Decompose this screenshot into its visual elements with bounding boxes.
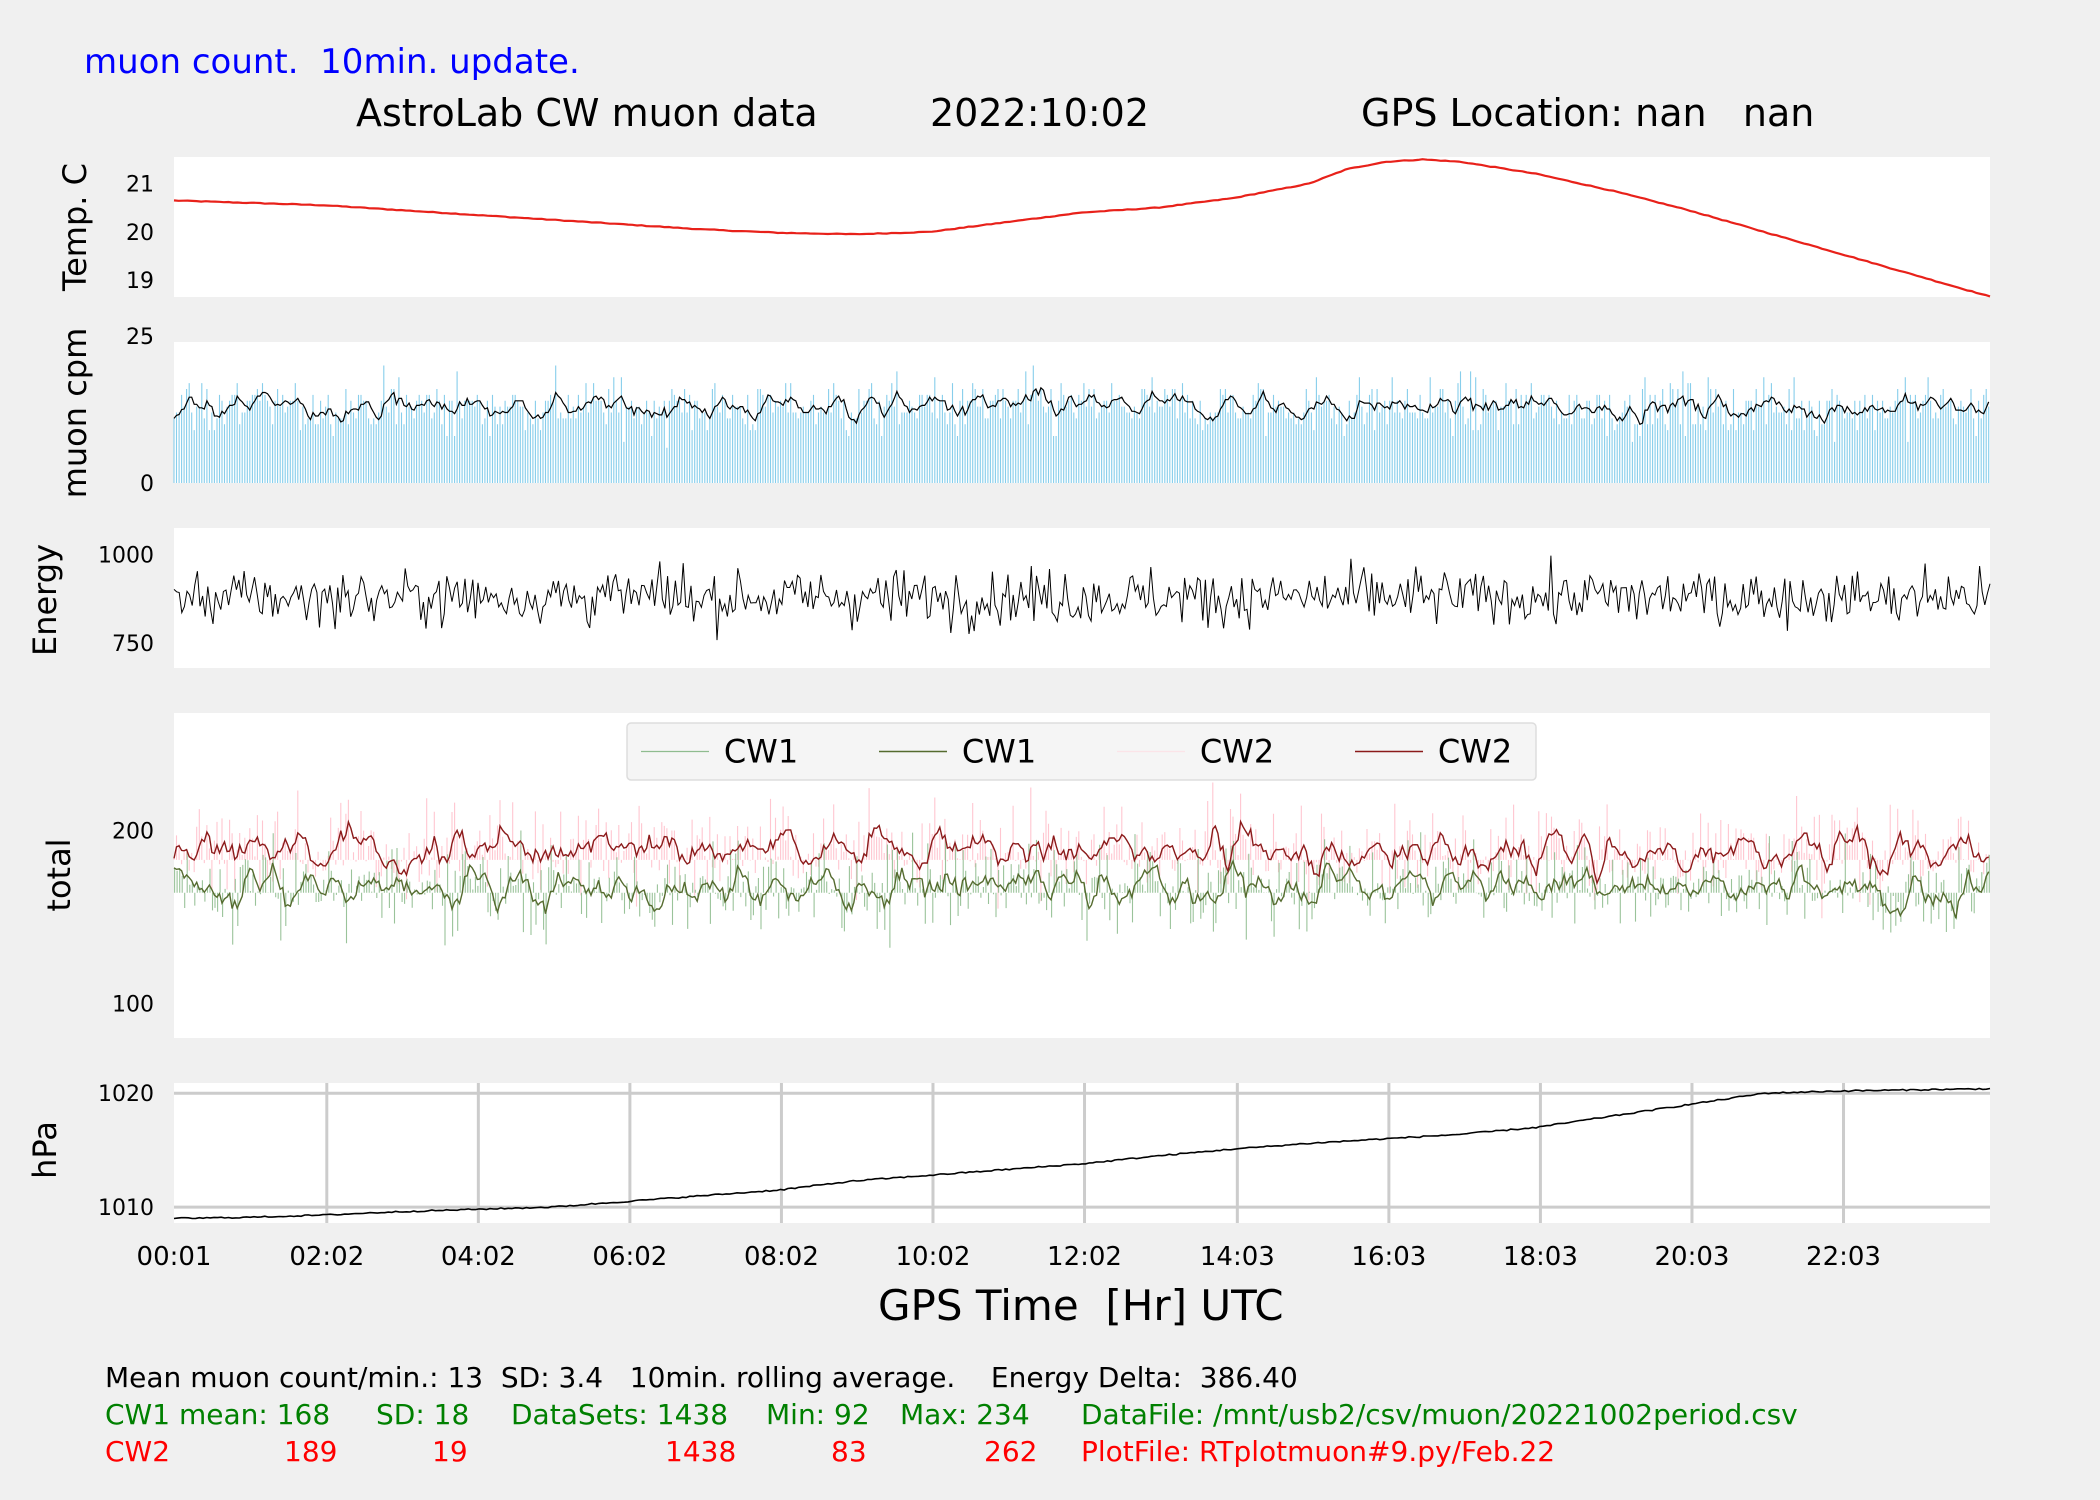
total-y-tick-label: 200 [112,820,154,845]
muon-rolling-average-line [173,386,1990,426]
stats-line-muon: Mean muon count/min.: 13 SD: 3.4 10min. … [105,1361,1298,1394]
temp-y-axis-label: Temp. C [56,163,94,292]
update-note: muon count. 10min. update. [84,42,580,82]
legend-cw2-line-label: CW2 [1438,733,1512,771]
x-tick-label: 14:03 [1200,1242,1275,1272]
cw2-label: CW2 [105,1435,171,1468]
legend-cw1-line-label: CW1 [962,733,1036,771]
energy-series-line [173,555,1991,641]
plotfile-name: PlotFile: RTplotmuon#9.py/Feb.22 [1081,1435,1556,1468]
temp-y-tick-label: 19 [126,269,154,294]
cw2-sd: 19 [432,1435,468,1468]
x-tick-label: 22:03 [1806,1242,1881,1272]
energy-y-tick-label: 750 [112,632,154,657]
pressure-plot-area [174,1083,1990,1223]
temp-y-tick-label: 20 [126,221,154,246]
x-tick-label: 18:03 [1503,1242,1578,1272]
x-tick-label: 06:02 [592,1242,667,1272]
energy-y-tick-label: 1000 [98,544,154,569]
x-tick-label: 10:02 [896,1242,971,1272]
temp-plot-area [174,157,1990,297]
cw1-sd: SD: 18 [376,1398,470,1431]
muon-y-tick-label: 25 [126,325,154,350]
muon-count-bars [173,365,1990,483]
x-tick-label: 20:03 [1654,1242,1729,1272]
muon-plot-area [174,342,1990,483]
x-tick-label: 16:03 [1351,1242,1426,1272]
total-legend [626,722,1537,781]
chart-date: 2022:10:02 [930,91,1150,135]
cw1-datasets: DataSets: 1438 [511,1398,729,1431]
muon-y-tick-label: 0 [140,472,154,497]
x-tick-label: 00:01 [137,1242,212,1272]
x-tick-label: 12:02 [1047,1242,1122,1272]
cw1-rolling-line [173,858,1990,919]
x-tick-label: 02:02 [289,1242,364,1272]
legend-cw2-bars-label: CW2 [1200,733,1274,771]
pressure-y-tick-label: 1010 [98,1196,154,1221]
x-tick-label: 08:02 [744,1242,819,1272]
datafile-path: DataFile: /mnt/usb2/csv/muon/20221002per… [1081,1398,1798,1431]
pressure-y-tick-label: 1020 [98,1082,154,1107]
muon-y-axis-label: muon cpm [56,328,94,499]
pressure-series-line [173,1087,1991,1220]
cw1-mean: CW1 mean: 168 [105,1398,331,1431]
temp-y-tick-label: 21 [126,173,154,198]
x-tick-label: 04:02 [441,1242,516,1272]
cw2-max: 262 [984,1435,1038,1468]
total-y-axis-label: total [40,838,78,911]
gps-location: GPS Location: nan nan [1361,91,1815,135]
cw2-rolling-line [173,819,1989,886]
temp-series-line [173,158,1991,298]
cw1-max: Max: 234 [900,1398,1030,1431]
muon-dashboard-chart: 19 20 21 Temp. C 0 25 muon cpm 750 1000 Energy 100… [26,157,1991,1272]
cw1-min: Min: 92 [766,1398,870,1431]
cw2-min: 83 [831,1435,867,1468]
x-axis-title: GPS Time [Hr] UTC [878,1281,1284,1330]
energy-y-axis-label: Energy [26,544,64,656]
cw2-mean: 189 [284,1435,338,1468]
pressure-y-axis-label: hPa [26,1121,64,1179]
cw2-datasets: 1438 [665,1435,737,1468]
chart-title: AstroLab CW muon data [356,91,818,135]
total-y-tick-label: 100 [112,992,154,1017]
legend-cw1-bars-label: CW1 [724,733,798,771]
